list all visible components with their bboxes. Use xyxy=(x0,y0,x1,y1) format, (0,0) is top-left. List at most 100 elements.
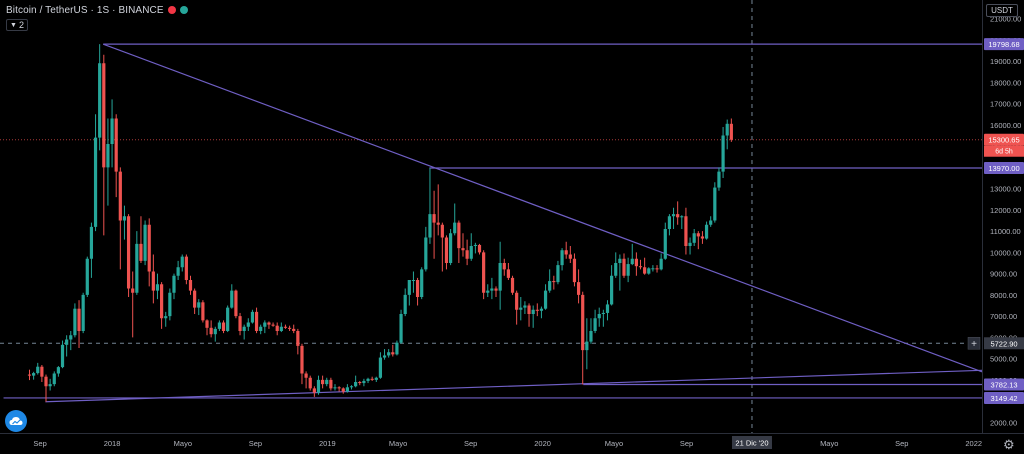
candle xyxy=(440,222,444,272)
candle-body xyxy=(27,374,32,376)
candle xyxy=(510,275,515,295)
candle xyxy=(391,344,395,357)
candle xyxy=(184,254,188,285)
price-label-box xyxy=(984,391,1024,404)
gear-icon[interactable]: ⚙ xyxy=(1003,437,1015,452)
candle-body xyxy=(44,376,48,387)
candle-body xyxy=(457,222,461,249)
candle-body xyxy=(85,258,89,295)
x-tick-label: 2022 xyxy=(965,439,982,448)
candle-body xyxy=(77,308,81,331)
candle xyxy=(502,258,506,276)
candle xyxy=(242,324,246,340)
candle-body xyxy=(482,252,486,293)
candle xyxy=(560,248,564,271)
candle-body xyxy=(188,280,193,291)
y-tick-label: 17000.00 xyxy=(990,100,1021,109)
candle-body xyxy=(465,250,469,259)
candle xyxy=(77,300,81,348)
candle xyxy=(292,324,296,334)
candle-body xyxy=(684,216,688,246)
candle xyxy=(155,273,160,300)
candle xyxy=(312,386,316,397)
candle xyxy=(333,384,337,391)
candle xyxy=(535,303,539,317)
candle-body xyxy=(581,294,585,351)
candle xyxy=(36,362,40,375)
x-tick-label: Sep xyxy=(464,439,477,448)
candle xyxy=(271,322,275,327)
candle-body xyxy=(354,382,358,387)
candle-body xyxy=(147,224,151,272)
candle xyxy=(122,205,127,240)
candle xyxy=(345,384,349,393)
candle xyxy=(395,340,399,356)
candle-body xyxy=(56,367,60,374)
countdown-box xyxy=(984,145,1024,157)
candle xyxy=(370,376,374,381)
candle xyxy=(358,380,362,386)
candle-body xyxy=(333,387,337,389)
symbol-title[interactable]: Bitcoin / TetherUS · 1S · BINANCE xyxy=(6,4,164,16)
crosshair-price-label: +5722.90 xyxy=(967,337,1024,350)
candle-body xyxy=(205,320,209,328)
candle-body xyxy=(527,305,531,314)
candle xyxy=(572,253,577,287)
candle xyxy=(453,203,457,236)
candle xyxy=(515,290,519,325)
x-tick-label: Sep xyxy=(680,439,693,448)
y-tick-label: 13000.00 xyxy=(990,185,1021,194)
candle xyxy=(205,319,209,336)
candle-body xyxy=(263,322,267,327)
candle xyxy=(85,256,89,297)
plus-icon: + xyxy=(971,339,977,350)
cloud-logo-icon[interactable] xyxy=(5,410,27,432)
candle xyxy=(60,340,65,369)
x-tick-label: 2018 xyxy=(104,439,121,448)
candle-body xyxy=(184,256,188,280)
candle-body xyxy=(671,214,676,217)
candle-body xyxy=(453,222,457,234)
candle-body xyxy=(48,384,52,387)
candle xyxy=(238,312,242,336)
candle xyxy=(106,118,110,206)
candle xyxy=(254,307,259,334)
collapse-indicators-button[interactable]: ▼ 2 xyxy=(6,19,28,31)
candle xyxy=(259,324,263,335)
candle-body xyxy=(552,281,556,283)
candle-body xyxy=(382,355,387,358)
candle xyxy=(647,267,651,275)
candle xyxy=(209,320,213,338)
candle-body xyxy=(89,226,94,259)
candle xyxy=(366,377,370,384)
candle-body xyxy=(618,258,622,263)
candle xyxy=(362,378,366,387)
candle xyxy=(316,375,321,395)
candle-body xyxy=(560,250,564,266)
x-tick-label: 2020 xyxy=(534,439,551,448)
candle-body xyxy=(407,280,411,295)
candle xyxy=(403,288,407,317)
candle xyxy=(482,250,486,300)
candle-body xyxy=(713,187,717,221)
candle-body xyxy=(362,380,366,384)
candle xyxy=(420,267,424,300)
candle xyxy=(709,216,713,227)
candle-body xyxy=(238,316,242,331)
price-label-text: 15300.65 xyxy=(988,136,1019,145)
currency-button[interactable]: USDT xyxy=(986,4,1018,17)
candle-body xyxy=(110,118,114,144)
price-label-box xyxy=(984,378,1024,391)
candle xyxy=(543,284,548,310)
candle-body xyxy=(519,307,523,310)
candle xyxy=(424,226,428,272)
candle xyxy=(160,282,164,329)
candle-body xyxy=(692,233,696,243)
candle xyxy=(576,269,581,304)
candle xyxy=(230,284,234,309)
symbol-header: Bitcoin / TetherUS · 1S · BINANCE xyxy=(6,4,188,16)
y-tick-label: 19000.00 xyxy=(990,57,1021,66)
candle xyxy=(73,303,77,338)
candle-body xyxy=(473,244,477,246)
